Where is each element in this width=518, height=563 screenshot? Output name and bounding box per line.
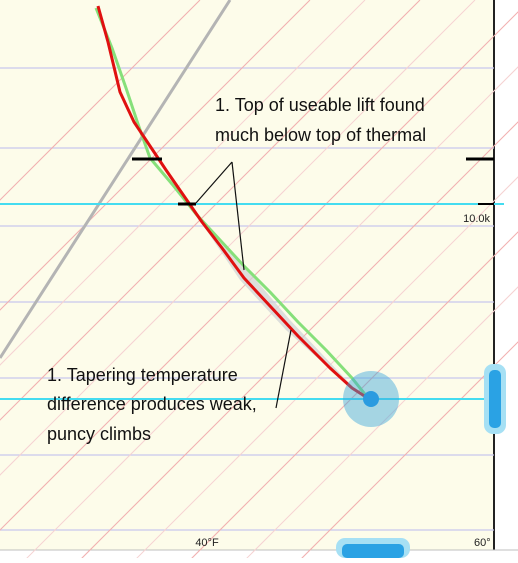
- dry-adiabat-line: [0, 0, 421, 421]
- temperature-slider-handle[interactable]: [342, 544, 404, 558]
- annotation-line: 1. Tapering temperature: [47, 365, 238, 385]
- callout-pointer-line: [231, 161, 245, 271]
- annotation-tapering-difference: 1. Tapering temperature difference produ…: [47, 365, 262, 444]
- dry-adiabat-line: [299, 341, 518, 561]
- trigger-point-handle[interactable]: [363, 391, 379, 407]
- annotation-line: puncy climbs: [47, 424, 151, 444]
- callout-pointer-line: [195, 161, 233, 204]
- freezing-isotherm-line: [0, 0, 232, 359]
- right-margin: [494, 0, 518, 558]
- callout-pointer-line: [275, 329, 292, 409]
- temperature-deficit-shading: [205, 228, 365, 399]
- callout-pointers: [195, 161, 292, 409]
- temperature-label-60: 60°: [474, 537, 491, 549]
- parcel-trace: [94, 7, 370, 399]
- annotation-line: 1. Top of useable lift found: [215, 95, 425, 115]
- temperature-trace: [96, 5, 367, 399]
- moist-adiabat-line: [0, 0, 476, 476]
- moist-adiabat-line: [244, 286, 518, 561]
- isobar-lines: [0, 67, 494, 531]
- moist-adiabat-line: [24, 66, 518, 561]
- dry-adiabat-line: [0, 0, 311, 311]
- temperature-label-40: 40°F: [195, 537, 219, 549]
- dry-adiabat-line: [0, 0, 201, 201]
- annotation-top-of-lift: 1. Top of useable lift found much below …: [215, 95, 430, 145]
- annotation-line: much below top of thermal: [215, 125, 426, 145]
- moist-adiabat-line: [134, 176, 518, 561]
- altitude-label: 10.0k: [463, 213, 490, 225]
- dry-adiabat-line: [189, 231, 518, 561]
- moist-adiabat-line: [0, 0, 366, 366]
- altitude-slider-handle[interactable]: [489, 370, 501, 428]
- annotation-line: difference produces weak,: [47, 394, 257, 414]
- dry-adiabat-line: [79, 121, 518, 561]
